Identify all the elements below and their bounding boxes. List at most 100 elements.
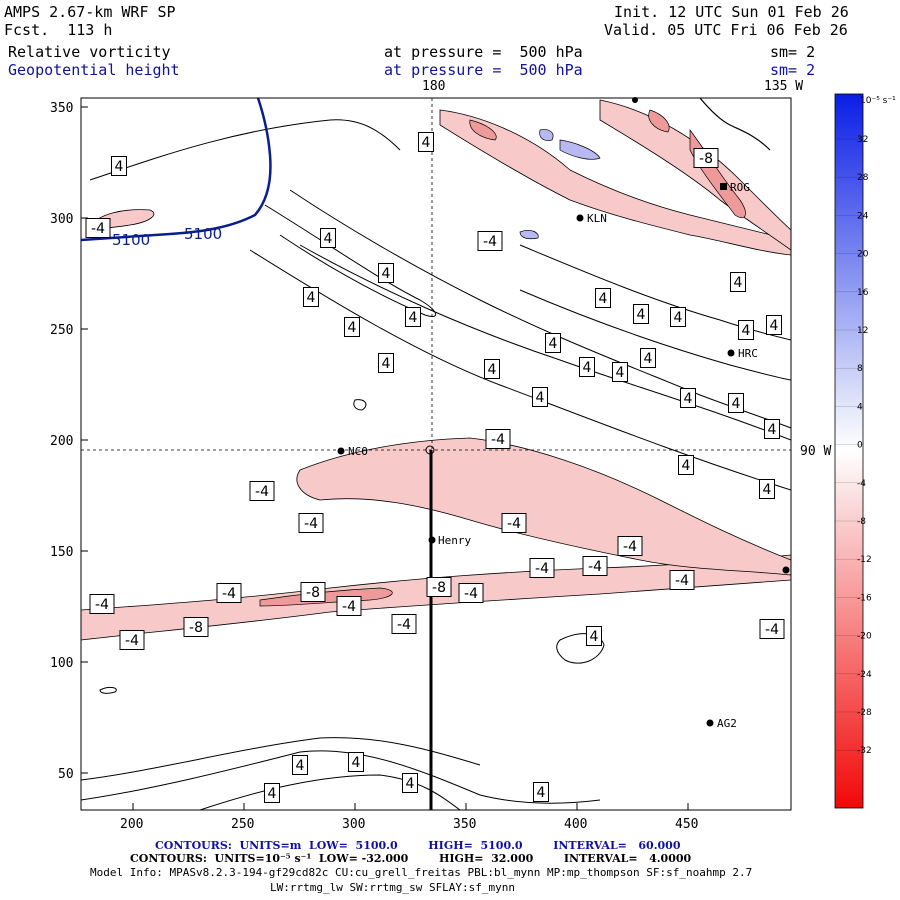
vorticity-label: -4: [675, 573, 689, 589]
vorticity-label: -8: [699, 151, 713, 167]
field2-sm: sm= 2: [770, 61, 816, 79]
vorticity-label-box: [391, 614, 417, 634]
colorbar-tick-label: 20: [857, 250, 869, 260]
vorticity-label-box: [344, 317, 360, 337]
vorticity-label: 4: [599, 291, 608, 307]
vorticity-label-box: [303, 287, 319, 307]
vorticity-label: 4: [742, 323, 751, 339]
colorbar-tick-label: -20: [857, 632, 872, 642]
colorbar-unit: 10⁻⁵ s⁻¹: [860, 96, 896, 106]
vorticity-label: -4: [255, 484, 269, 500]
station-kln: KLN: [587, 212, 607, 225]
vorticity-label: 4: [770, 318, 779, 334]
colorbar-tick-label: 24: [857, 211, 869, 221]
vorticity-label-box: [378, 353, 394, 373]
vorticity-label-box: [89, 594, 115, 614]
vorticity-label-box: [501, 513, 527, 533]
vorticity-label: 4: [763, 482, 772, 498]
field2-level: at pressure = 500 hPa: [384, 61, 583, 79]
vorticity-label-box: [669, 570, 695, 590]
coastline: [699, 98, 771, 151]
vorticity-label-box: [617, 536, 643, 556]
vorticity-label-box: [529, 558, 555, 578]
vorticity-label: -4: [464, 586, 478, 602]
vorticity-label-box: [582, 556, 608, 576]
vorticity-label: 4: [348, 320, 357, 336]
colorbar: [834, 93, 864, 809]
height-label: 5100: [112, 231, 150, 249]
y-tick-label: 50: [58, 767, 74, 782]
vorticity-label: 4: [324, 231, 333, 247]
colorbar-tick-label: 12: [857, 326, 868, 336]
vorticity-label-box: [693, 148, 719, 168]
vorticity-label: 4: [537, 785, 546, 801]
stations: NCO Henry KLN HRC AG2 ROG: [337, 97, 790, 730]
vorticity-label-box: [320, 228, 336, 248]
graticule: [81, 98, 791, 451]
vorticity-label-box: [458, 583, 484, 603]
vorticity-label-box: [680, 388, 696, 408]
footer-height-contours: CONTOURS: UNITS=m LOW= 5100.0 HIGH= 5100…: [155, 839, 681, 852]
vorticity-label-box: [678, 455, 694, 475]
vorticity-label-box: [633, 304, 649, 324]
vorticity-label: 4: [549, 336, 558, 352]
vorticity-label-box: [612, 362, 628, 382]
vorticity-label: -8: [432, 580, 446, 596]
vorticity-label: 4: [734, 275, 743, 291]
vorticity-label: 4: [296, 758, 305, 774]
vorticity-label-box: [730, 272, 746, 292]
vorticity-labels: 4 4 4 4 4 4 4 4 4 4 4 4 4 4 4 4 4 4 4 4 4 4 4 4 4 4 4 4 4 4 4 -4 -4 -4 -4 -…: [85, 132, 785, 803]
colorbar-tick-label: 16: [857, 288, 869, 298]
vorticity-label-box: [640, 348, 656, 368]
station-ag2: AG2: [717, 717, 737, 730]
colorbar-tick-label: 32: [857, 135, 868, 145]
vorticity-label: -8: [189, 620, 203, 636]
vorticity-label: 4: [382, 266, 391, 282]
vorticity-label-box: [216, 583, 242, 603]
model-title: AMPS 2.67-km WRF SP: [4, 3, 176, 21]
footer-vort-contours: CONTOURS: UNITS=10⁻⁵ s⁻¹ LOW= -32.000 HI…: [130, 852, 692, 865]
vorticity-label: 4: [409, 310, 418, 326]
vorticity-label: 4: [536, 390, 545, 406]
colorbar-tick-label: 28: [857, 173, 869, 183]
colorbar-ticks: 32 28 24 20 16 12 8 4 0 -4 -8 -12 -16 -20 -24 -28 -32: [835, 135, 872, 756]
colorbar-tick-label: -32: [857, 746, 872, 756]
vorticity-label: 4: [583, 360, 592, 376]
lat-label-90w: 90 W: [800, 444, 831, 459]
vorticity-label: -4: [535, 561, 549, 577]
vorticity-label: 4: [352, 755, 361, 771]
x-axis: [132, 803, 689, 810]
colorbar-tick-label: -28: [857, 708, 872, 718]
colorbar-tick-label: 0: [857, 441, 863, 451]
vorticity-label: -4: [125, 633, 139, 649]
vorticity-label-box: [738, 320, 754, 340]
vorticity-label: -4: [397, 617, 411, 633]
vorticity-label: 4: [684, 391, 693, 407]
colorbar-tick-label: 8: [857, 364, 863, 374]
vorticity-label: 4: [637, 307, 646, 323]
plot-area: [81, 98, 791, 810]
vorticity-label-box: [579, 357, 595, 377]
x-tick-label: 300: [342, 817, 365, 832]
vorticity-label-box: [378, 263, 394, 283]
vorticity-label-box: [336, 596, 362, 616]
x-tick-label: 250: [231, 817, 254, 832]
vorticity-label-box: [532, 387, 548, 407]
y-tick-label: 100: [50, 656, 73, 671]
vorticity-label-box: [298, 513, 324, 533]
field1-name: Relative vorticity: [8, 43, 171, 61]
vorticity-label: 4: [768, 422, 777, 438]
vorticity-label-box: [119, 630, 145, 650]
vorticity-label-box: [418, 132, 434, 152]
vorticity-label-box: [484, 359, 500, 379]
vorticity-label: -4: [483, 234, 497, 250]
vorticity-label: 4: [732, 396, 741, 412]
vorticity-label: 4: [382, 356, 391, 372]
station-rog: ROG: [730, 181, 750, 194]
vorticity-label: 4: [488, 362, 497, 378]
vorticity-label: 4: [422, 135, 431, 151]
vorticity-label-box: [586, 626, 602, 646]
field1-level: at pressure = 500 hPa: [384, 43, 583, 61]
y-axis: [81, 106, 88, 774]
